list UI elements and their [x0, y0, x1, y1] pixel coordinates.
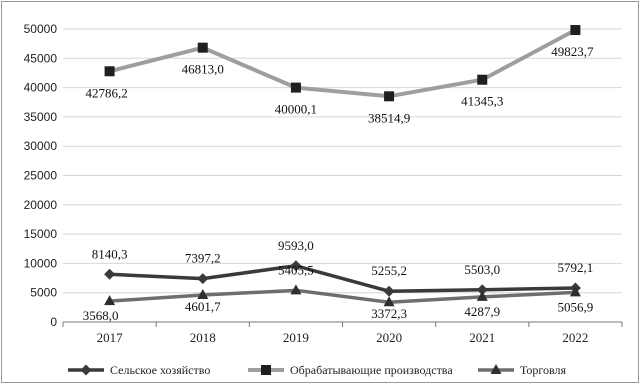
y-tick-label: 50000	[24, 22, 58, 36]
data-label: 5503,0	[464, 262, 500, 277]
triangle-marker	[104, 295, 116, 306]
data-label: 8140,3	[92, 246, 128, 261]
data-label: 38514,9	[368, 110, 410, 125]
square-marker	[104, 66, 115, 77]
legend-label: Обрабатывающие производства	[290, 363, 453, 377]
x-tick-label: 2021	[469, 330, 495, 345]
legend-label: Сельское хозяйство	[110, 363, 210, 377]
legend: Сельское хозяйство Обрабатывающие произво…	[68, 363, 567, 377]
y-tick-label: 30000	[24, 139, 58, 153]
data-labels: 8140,3 7397,2 9593,0 5255,2 5503,0 5792,1 4278…	[83, 44, 594, 323]
square-marker	[290, 82, 301, 93]
series-line	[109, 28, 577, 99]
data-label: 5255,2	[371, 263, 407, 278]
data-label: 49823,7	[551, 44, 594, 59]
legend-label: Торговля	[520, 363, 567, 377]
square-marker	[384, 91, 395, 102]
series-3	[104, 284, 581, 307]
y-tick-label: 20000	[24, 198, 58, 212]
square-marker	[570, 25, 581, 36]
diamond-marker	[104, 268, 116, 280]
data-label: 5405,5	[278, 262, 314, 277]
data-label: 3568,0	[83, 308, 119, 323]
x-tick-label: 2018	[190, 330, 216, 345]
legend-item: Торговля	[478, 363, 567, 377]
data-label: 4287,9	[464, 304, 500, 319]
y-tick-label: 40000	[24, 81, 58, 95]
x-tick-label: 2019	[283, 330, 309, 345]
data-label: 46813,0	[182, 62, 224, 77]
data-label: 40000,1	[275, 102, 317, 117]
series-line	[109, 288, 576, 304]
diamond-marker	[80, 364, 92, 376]
triangle-marker	[476, 290, 488, 301]
axes: 0 5000 10000 15000 20000 25000 30000 35000 40000…	[24, 22, 623, 345]
triangle-marker	[569, 286, 581, 297]
triangle-marker	[290, 284, 302, 295]
x-tick-label: 2020	[376, 330, 402, 345]
y-tick-label: 15000	[24, 227, 58, 241]
triangle-marker	[197, 289, 209, 300]
legend-item: Сельское хозяйство	[68, 363, 210, 377]
series-line	[109, 264, 576, 293]
gridlines	[63, 28, 622, 294]
series-2	[104, 25, 581, 102]
data-label: 42786,2	[85, 85, 127, 100]
diamond-marker	[383, 285, 395, 297]
data-label: 5056,9	[558, 299, 594, 314]
diamond-marker	[197, 273, 209, 285]
diamond-marker	[290, 260, 302, 272]
legend-item: Обрабатывающие производства	[248, 363, 453, 377]
data-label: 4601,7	[185, 299, 221, 314]
triangle-marker	[383, 296, 395, 307]
data-label: 41345,3	[461, 94, 503, 109]
data-label: 3372,3	[371, 306, 407, 321]
x-tick-label: 2022	[562, 330, 588, 345]
y-tick-label: 45000	[24, 51, 58, 65]
y-tick-label: 35000	[24, 110, 58, 124]
square-marker	[261, 365, 271, 375]
square-marker	[197, 42, 208, 53]
y-tick-label: 5000	[30, 286, 57, 300]
x-tick-label: 2017	[97, 330, 124, 345]
square-marker	[477, 74, 488, 85]
data-label: 7397,2	[185, 251, 221, 266]
diamond-marker	[476, 284, 488, 296]
data-label: 9593,0	[278, 238, 314, 253]
data-label: 5792,1	[558, 260, 594, 275]
y-tick-label: 0	[50, 315, 57, 329]
series-lines	[104, 25, 581, 307]
y-tick-label: 10000	[24, 256, 58, 270]
y-tick-label: 25000	[24, 169, 58, 183]
series-1	[104, 260, 581, 297]
triangle-marker	[490, 364, 502, 374]
